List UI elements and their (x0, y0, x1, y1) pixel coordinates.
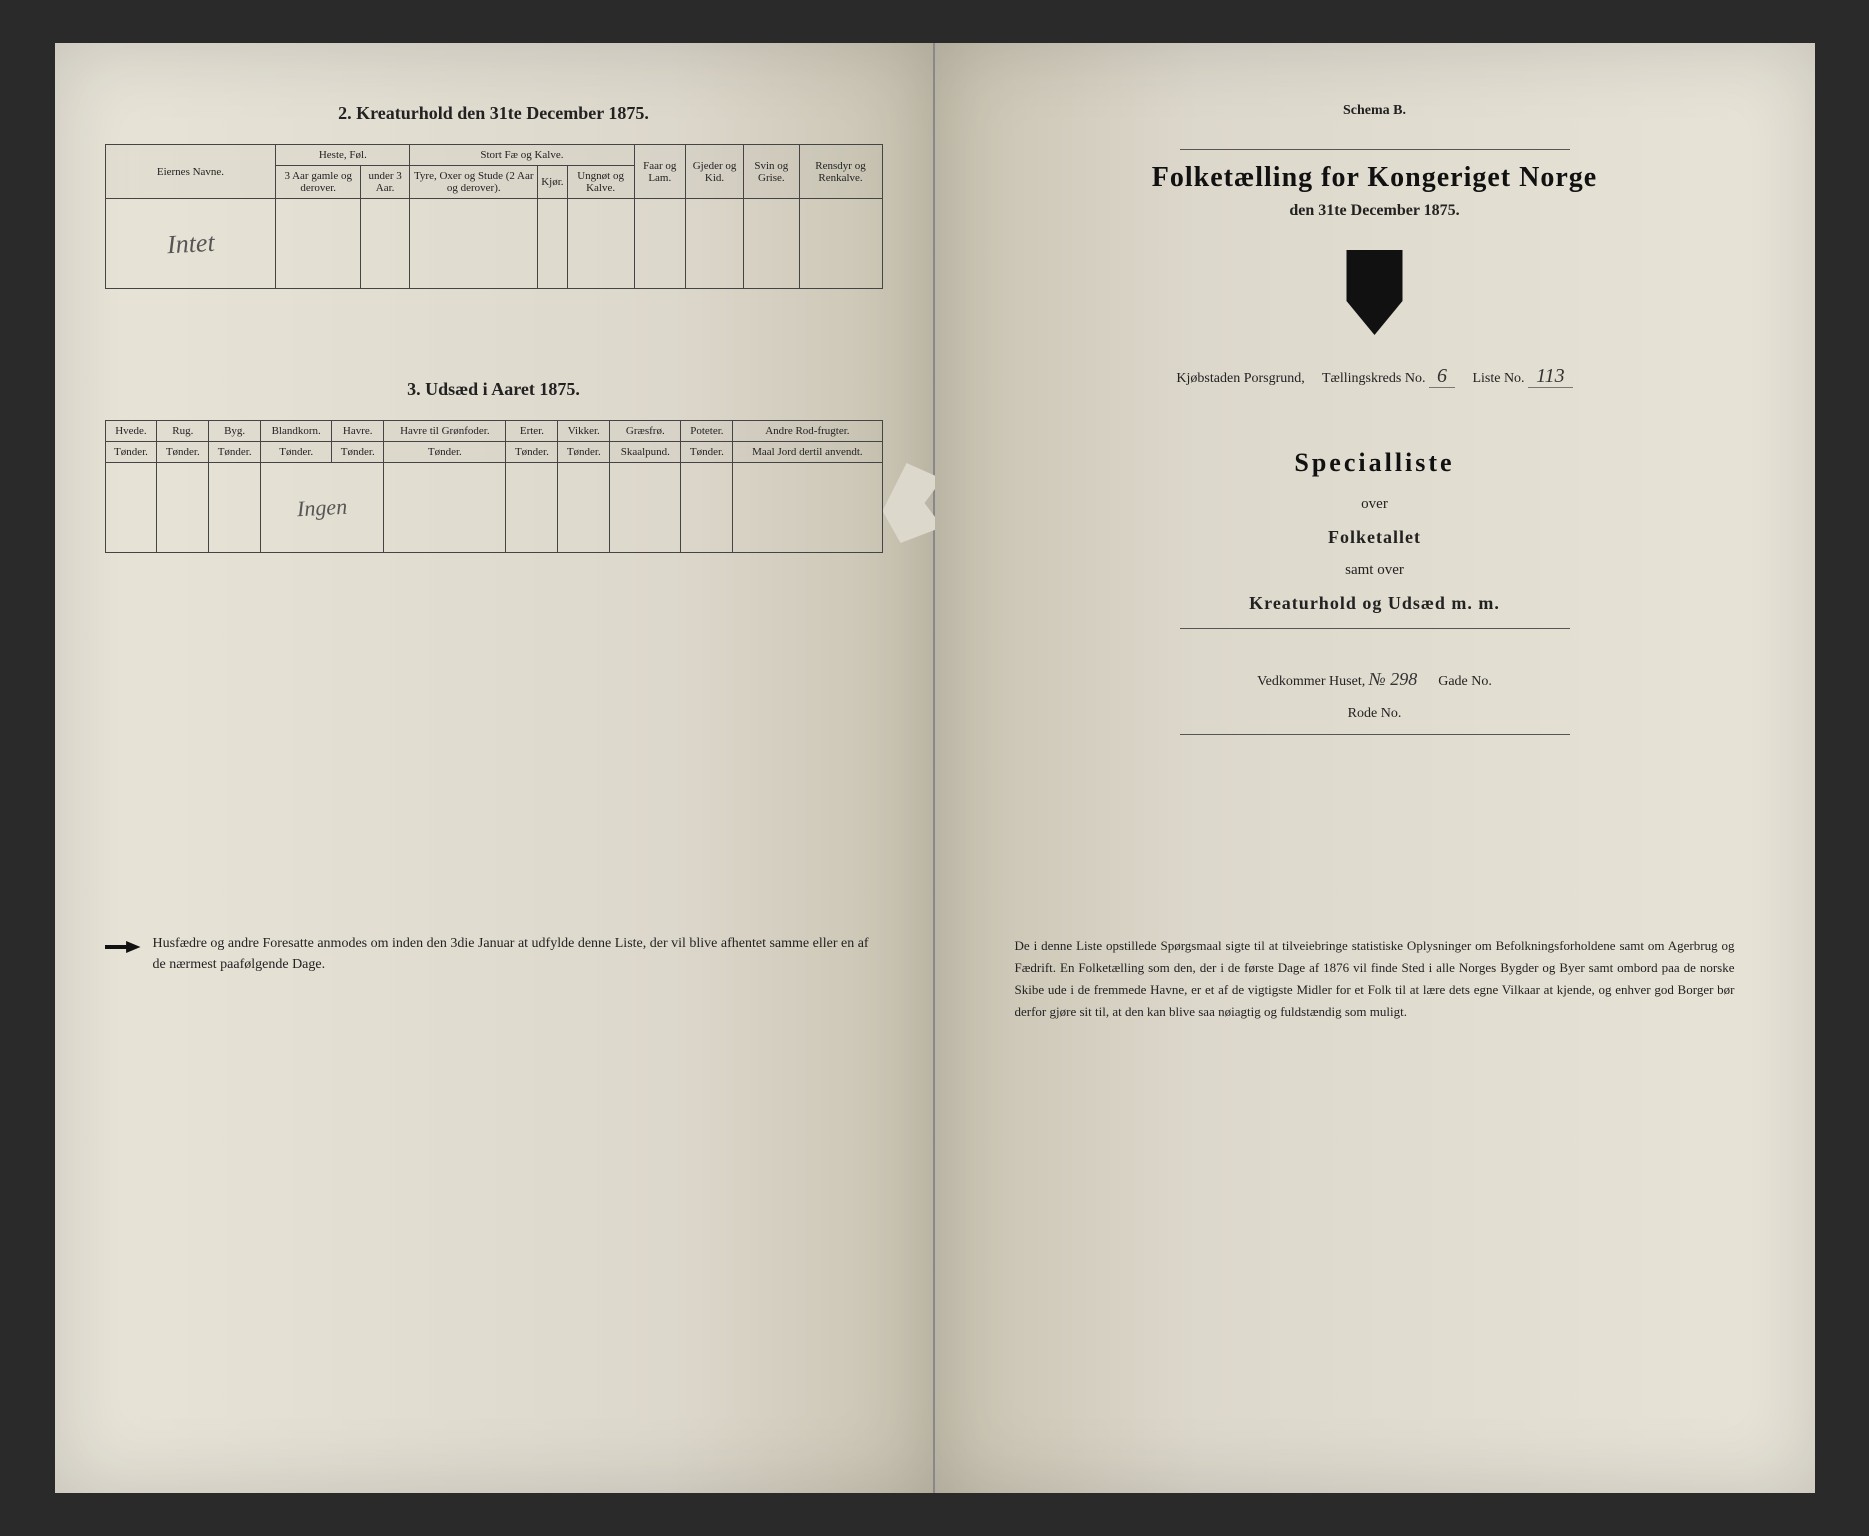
line-folketallet: Folketallet (985, 527, 1765, 548)
right-page: Schema B. Folketælling for Kongeriget No… (935, 43, 1815, 1493)
f-sub1: Tyre, Oxer og Stude (2 Aar og derover). (410, 166, 538, 199)
town-label: Kjøbstaden Porsgrund, (1176, 371, 1304, 386)
seed-unit: Tønder. (261, 442, 332, 463)
section3-title: 3. Udsæd i Aaret 1875. (105, 379, 883, 400)
left-page: 2. Kreaturhold den 31te December 1875. E… (55, 43, 935, 1493)
col-reindeer: Rensdyr og Renkalve. (799, 145, 882, 199)
table-row: Intet (105, 199, 882, 289)
section2-title: 2. Kreaturhold den 31te December 1875. (105, 103, 883, 124)
special-block: Specialliste over Folketallet samt over … (985, 448, 1765, 629)
hand-entry-1: Intet (166, 227, 215, 259)
divider (1180, 628, 1570, 629)
seed-col: Hvede. (105, 421, 157, 442)
gade-label: Gade No. (1438, 674, 1492, 689)
seed-table: Hvede. Rug. Byg. Blandkorn. Havre. Havre… (105, 420, 883, 553)
h-sub2: under 3 Aar. (360, 166, 409, 199)
seed-unit: Maal Jord dertil anvendt. (733, 442, 882, 463)
line-samt: samt over (985, 562, 1765, 579)
col-goats: Gjeder og Kid. (685, 145, 743, 199)
seed-unit: Tønder. (105, 442, 157, 463)
divider (1180, 149, 1570, 150)
seed-col: Græsfrø. (610, 421, 681, 442)
seed-unit-row: Tønder. Tønder. Tønder. Tønder. Tønder. … (105, 442, 882, 463)
seed-unit: Tønder. (506, 442, 558, 463)
f-sub2: Kjør. (538, 166, 567, 199)
col-pigs: Svin og Grise. (744, 145, 799, 199)
census-book: 2. Kreaturhold den 31te December 1875. E… (55, 43, 1815, 1493)
seed-unit: Tønder. (157, 442, 209, 463)
seed-unit: Tønder. (681, 442, 733, 463)
house-value: № 298 (1369, 669, 1417, 689)
subtitle: den 31te December 1875. (985, 202, 1765, 220)
bottom-paragraph: De i denne Liste opstillede Spørgsmaal s… (985, 935, 1765, 1023)
page-tear (883, 463, 943, 543)
house-line: Vedkommer Huset, № 298 Gade No. (985, 669, 1765, 690)
seed-col: Rug. (157, 421, 209, 442)
col-owner: Eiernes Navne. (105, 145, 276, 199)
seed-unit: Skaalpund. (610, 442, 681, 463)
line-over: over (985, 496, 1765, 513)
seed-col: Erter. (506, 421, 558, 442)
main-title: Folketælling for Kongeriget Norge (985, 162, 1765, 194)
seed-header-row: Hvede. Rug. Byg. Blandkorn. Havre. Havre… (105, 421, 882, 442)
grp-horses: Heste, Føl. (276, 145, 410, 166)
livestock-table: Eiernes Navne. Heste, Føl. Stort Fæ og K… (105, 144, 883, 289)
coat-of-arms-icon (1340, 250, 1410, 335)
h-sub1: 3 Aar gamle og derover. (276, 166, 361, 199)
rode-line: Rode No. (985, 706, 1765, 722)
liste-label: Liste No. (1472, 371, 1524, 386)
specialliste-title: Specialliste (985, 448, 1765, 478)
meta-line: Kjøbstaden Porsgrund, Tællingskreds No. … (985, 365, 1765, 388)
rode-label: Rode No. (1348, 706, 1402, 721)
hand-entry-2: Ingen (296, 493, 347, 522)
liste-value: 113 (1528, 365, 1573, 388)
kreds-label: Tællingskreds No. (1322, 371, 1425, 386)
grp-cattle: Stort Fæ og Kalve. (410, 145, 634, 166)
seed-col: Havre til Grønfoder. (384, 421, 506, 442)
seed-unit: Tønder. (209, 442, 261, 463)
col-sheep: Faar og Lam. (634, 145, 685, 199)
seed-unit: Tønder. (332, 442, 384, 463)
house-label: Vedkommer Huset, (1257, 674, 1365, 689)
seed-col: Poteter. (681, 421, 733, 442)
seed-unit: Tønder. (558, 442, 610, 463)
schema-label: Schema B. (985, 103, 1765, 119)
line-kreatur: Kreaturhold og Udsæd m. m. (985, 593, 1765, 614)
pointing-hand-icon (105, 937, 141, 957)
seed-col: Andre Rod-frugter. (733, 421, 882, 442)
footer-note: Husfædre og andre Foresatte anmodes om i… (105, 933, 883, 975)
seed-col: Vikker. (558, 421, 610, 442)
kreds-value: 6 (1429, 365, 1455, 388)
divider (1180, 734, 1570, 735)
seed-col: Byg. (209, 421, 261, 442)
f-sub3: Ungnøt og Kalve. (567, 166, 634, 199)
seed-unit: Tønder. (384, 442, 506, 463)
footer-text: Husfædre og andre Foresatte anmodes om i… (153, 933, 883, 975)
seed-col: Blandkorn. (261, 421, 332, 442)
table-row: Ingen (105, 463, 882, 553)
seed-col: Havre. (332, 421, 384, 442)
